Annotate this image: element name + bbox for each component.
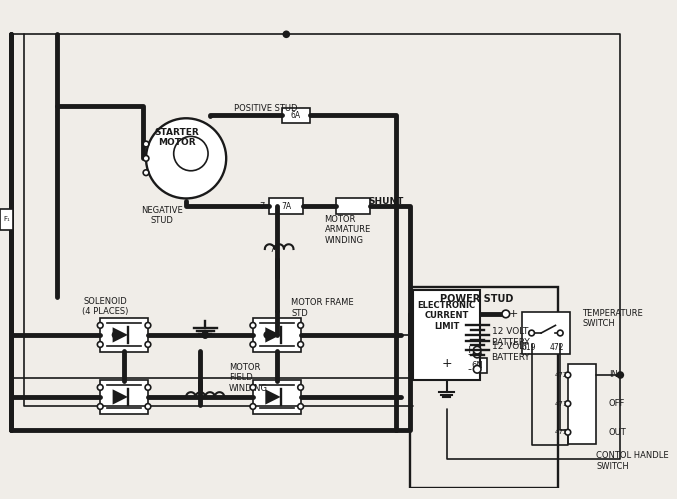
Circle shape [298,404,303,409]
Text: MOTOR
ARMATURE
WINDING: MOTOR ARMATURE WINDING [324,215,371,245]
Circle shape [473,350,481,358]
Bar [410,287,559,488]
Text: +: + [441,357,452,370]
Text: OUT: OUT [609,428,627,437]
Circle shape [201,331,209,339]
Text: ELECTRONIC
CURRENT
LIMIT: ELECTRONIC CURRENT LIMIT [418,301,476,331]
Text: 6A: 6A [291,111,301,120]
Text: 6N: 6N [471,361,483,370]
Circle shape [263,331,271,339]
Polygon shape [112,389,128,405]
Text: -: - [468,364,472,374]
Circle shape [145,385,151,390]
Text: +: + [508,309,518,319]
Text: IN: IN [609,370,617,380]
Circle shape [250,322,256,328]
Text: 7: 7 [269,245,275,253]
Circle shape [97,342,103,347]
Text: STARTER
MOTOR: STARTER MOTOR [154,128,199,147]
Circle shape [250,385,256,390]
Circle shape [298,342,303,347]
Bar [468,358,487,373]
Circle shape [145,322,151,328]
Text: MOTOR
FIELD
WINDING: MOTOR FIELD WINDING [229,363,268,393]
Circle shape [565,430,571,435]
Circle shape [298,385,303,390]
Bar [522,312,570,354]
Circle shape [617,371,624,379]
Text: SOLENOID
(4 PLACES): SOLENOID (4 PLACES) [82,296,128,316]
Circle shape [502,310,510,318]
Polygon shape [265,327,280,342]
Bar [0,209,14,230]
Circle shape [529,330,534,336]
Bar [336,199,370,214]
Circle shape [298,322,303,328]
Text: OFF: OFF [609,399,626,408]
Bar [269,199,303,214]
Text: SHUNT: SHUNT [369,197,404,206]
Text: POWER STUD: POWER STUD [441,293,514,304]
Circle shape [282,30,290,38]
Text: 472: 472 [550,343,565,352]
Circle shape [143,141,149,147]
Circle shape [250,404,256,409]
Circle shape [112,331,119,339]
Circle shape [201,331,209,339]
Polygon shape [112,327,128,342]
Circle shape [97,385,103,390]
Text: CONTOL HANDLE
SWITCH: CONTOL HANDLE SWITCH [596,451,669,471]
Text: MOTOR FRAME
STD: MOTOR FRAME STD [291,298,353,318]
Circle shape [97,404,103,409]
Bar [253,318,301,352]
Text: 473: 473 [554,429,568,435]
Bar [413,289,480,380]
Text: +: + [465,345,474,355]
Circle shape [565,401,571,407]
Circle shape [473,365,481,373]
Circle shape [143,156,149,161]
Text: 619: 619 [521,343,536,352]
Text: TEMPERATURE
SWITCH: TEMPERATURE SWITCH [582,309,643,328]
Circle shape [97,322,103,328]
Text: 12 VOLT
BATTERY: 12 VOLT BATTERY [492,342,530,362]
Bar [100,380,148,414]
Text: 7A: 7A [281,202,291,211]
Bar [282,108,310,123]
Circle shape [145,404,151,409]
Circle shape [145,342,151,347]
Polygon shape [265,389,280,405]
Text: 12 VOLT
BATTERY: 12 VOLT BATTERY [492,327,530,346]
Circle shape [143,170,149,176]
Bar [100,318,148,352]
Bar [568,364,596,444]
Text: 7: 7 [260,202,265,211]
Circle shape [565,372,571,378]
Text: 472: 472 [554,372,568,378]
Circle shape [174,136,208,171]
Text: POSITIVE STUD: POSITIVE STUD [234,104,297,113]
Circle shape [473,346,481,354]
Text: -: - [468,349,472,359]
Circle shape [250,342,256,347]
Bar [253,380,301,414]
Circle shape [146,118,226,199]
Text: F₁: F₁ [3,217,10,223]
Text: 471: 471 [554,401,568,407]
Circle shape [557,330,563,336]
Text: NEGATIVE
STUD: NEGATIVE STUD [141,206,183,226]
